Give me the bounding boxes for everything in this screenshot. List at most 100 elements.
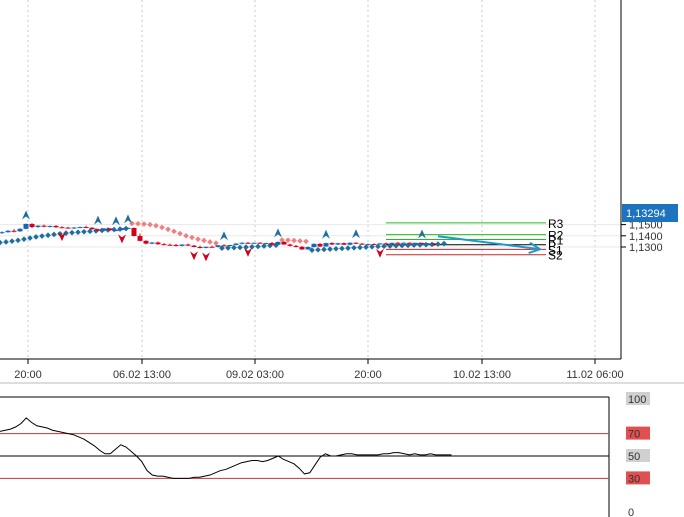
oscillator-tick-badge [626,426,650,440]
oscillator-series-line [0,417,452,479]
vertical-gridlines [27,0,596,359]
candle [71,227,77,229]
candle [107,227,113,231]
fractal-down-icon [202,252,210,262]
candle [215,244,221,248]
candle [407,242,413,244]
sar-dot [303,238,309,245]
candle [221,244,227,247]
sar-dot [189,234,195,241]
candle [365,243,371,246]
sar-dot [81,228,87,235]
candle [371,243,377,246]
candle [11,229,17,233]
sar-dot [219,245,225,251]
candle [155,241,161,245]
candle [317,243,323,247]
sar-dot [315,246,321,253]
candle [143,240,149,245]
candle [113,229,119,232]
candle [131,227,137,237]
candle [47,225,53,228]
pivot-level-label: R1 [548,233,564,247]
fractal-markers [22,210,426,262]
candle [53,225,59,228]
fractal-up-icon [418,229,426,239]
sar-dot [75,229,81,236]
candle [245,242,251,244]
candle [287,243,293,247]
candle [185,243,191,246]
fractal-down-icon [58,232,66,242]
time-tick-label: 20:00 [354,369,382,381]
candle [179,244,185,247]
candle [161,243,167,246]
sar-dot [369,243,375,250]
candle [305,246,311,250]
candle [431,242,437,246]
candle [419,242,425,244]
sar-dot [39,233,45,239]
sar-dot [285,237,291,243]
sar-dot [351,244,357,251]
candle [383,242,389,245]
sar-dot [327,246,333,252]
pivot-level-label: S2 [548,249,563,263]
candle [125,227,131,230]
candle [0,231,5,234]
candle [293,244,299,248]
sar-dot [441,240,447,247]
candle [227,244,233,247]
sar-dot [159,224,165,231]
candle [41,224,47,228]
sar-dot [399,242,405,249]
oscillator-line [0,417,452,479]
candle [251,242,257,244]
candle [23,223,29,230]
forecast-arrow-line [437,235,541,251]
sar-dot [147,221,153,228]
sar-dot [405,242,411,249]
sar-dot [387,243,393,249]
candlesticks [0,223,437,250]
sar-dot [429,241,435,248]
candle [257,242,263,244]
candle [347,242,353,246]
oscillator-pane: 100 70 50 30 0 [0,392,650,517]
sar-dot [375,243,381,250]
sar-dot [45,232,51,239]
candle [275,241,281,246]
candle [119,227,125,231]
candle [191,244,197,248]
candle [281,241,287,245]
time-tick-label: 09.02 03:00 [226,369,284,381]
candle [59,226,65,229]
sar-dot [153,222,159,229]
sar-dot [213,240,219,246]
sar-dot [231,244,237,251]
sar-dot [237,244,243,251]
candle [311,243,317,248]
sar-dot [363,244,369,250]
sar-dot [135,220,141,227]
candle [77,226,83,229]
oscillator-tick-badge [626,505,650,517]
fractal-up-icon [22,210,30,220]
sar-dot [393,242,399,249]
sar-dot [345,245,351,251]
candle [395,241,401,244]
time-tick-label: 11.02 06:00 [566,369,623,381]
candle [359,243,365,245]
candle [95,228,101,232]
oscillator-tick-badge [626,392,650,405]
time-tick-label: 10.02 13:00 [453,369,511,381]
sar-dot [435,241,441,247]
oscillator-tick-badge [626,449,650,462]
candle [353,242,359,245]
candle [209,245,215,248]
sar-dot [357,244,363,251]
candle [35,225,41,228]
